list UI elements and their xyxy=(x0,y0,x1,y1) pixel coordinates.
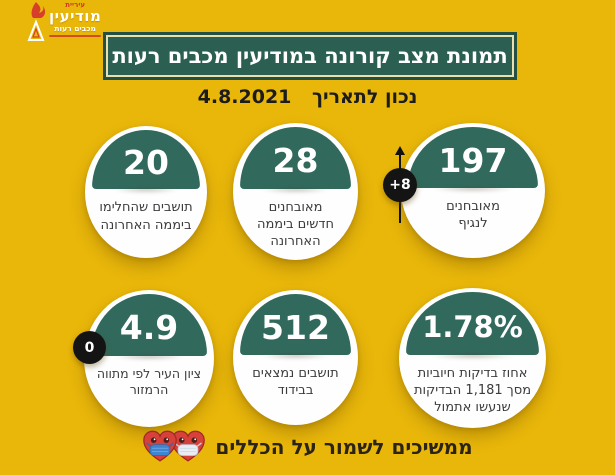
footer: ממשיכים לשמור על הכללים xyxy=(0,430,615,463)
masked-heart-white-icon xyxy=(171,430,206,462)
dome-shadow xyxy=(96,354,202,363)
stat-label: תושבים נמצאים בבידוד xyxy=(252,365,339,398)
stat-dome: 512 xyxy=(240,294,351,355)
stat-value: 28 xyxy=(272,141,319,181)
stat-label: מאובחנים חדשים ביממה האחרונה xyxy=(256,199,335,249)
dome-shadow xyxy=(413,186,533,195)
dome-shadow xyxy=(245,353,346,362)
logo-city-name: מודיעין xyxy=(49,7,102,25)
stat-value: 4.9 xyxy=(119,308,179,348)
masked-hearts-icons xyxy=(142,430,206,463)
stat-value: 1.78% xyxy=(422,309,523,344)
footer-message: ממשיכים לשמור על הכללים xyxy=(215,434,473,459)
stat-value: 512 xyxy=(261,307,330,347)
date-label: נכון לתאריך xyxy=(312,86,418,108)
stat-value: 20 xyxy=(123,143,169,183)
title-banner: תמונת מצב קורונה במודיעין מכבים רעות xyxy=(106,35,514,77)
up-arrow-icon xyxy=(395,146,405,155)
stat-dome: 197 xyxy=(408,127,538,188)
stat-dome: 20 xyxy=(92,130,200,190)
dome-shadow xyxy=(97,188,195,197)
stat-label: ציון העיר לפי מתווה הרמזור xyxy=(96,365,202,398)
masked-heart-blue-icon xyxy=(143,430,178,462)
stat-circle-positive-rate: 1.78% אחוז בדיקות חיוביות מסך 1,181 הבדי… xyxy=(399,288,546,428)
municipality-logo-text: עיריית מודיעין מכבים רעות xyxy=(49,0,102,37)
stat-value: 197 xyxy=(438,140,508,180)
change-value-badge: +8 xyxy=(383,168,417,202)
stat-label: אחוז בדיקות חיוביות מסך 1,181 הבדיקות שנ… xyxy=(413,366,532,416)
stat-dome: 28 xyxy=(240,127,351,189)
stat-circle-new-cases: 28 מאובחנים חדשים ביממה האחרונה xyxy=(233,123,358,260)
municipality-logo: עיריית מודיעין מכבים רעות xyxy=(25,0,102,44)
active-cases-change-badge: +8 xyxy=(383,146,417,226)
logo-municipality-word: עיריית xyxy=(65,1,86,9)
dome-shadow xyxy=(245,187,346,196)
dome-shadow xyxy=(411,354,534,362)
date-row: נכון לתאריך 4.8.2021 xyxy=(0,86,615,108)
page-title: תמונת מצב קורונה במודיעין מכבים רעות xyxy=(112,44,508,68)
date-value: 4.8.2021 xyxy=(197,86,292,108)
city-score-change-badge: 0 xyxy=(73,331,106,364)
stat-circle-city-score: 4.9 ציון העיר לפי מתווה הרמזור xyxy=(84,290,214,427)
stat-label: תושבים שהחלימו ביממה האחרונה xyxy=(99,200,193,233)
stat-circle-active-cases: 197 מאובחנים לנגיף xyxy=(401,123,545,258)
stat-circle-recovered: 20 תושבים שהחלימו ביממה האחרונה xyxy=(85,126,207,258)
stat-circle-isolation: 512 תושבים נמצאים בבידוד xyxy=(233,290,358,425)
stat-dome: 4.9 xyxy=(91,294,207,356)
stat-label: מאובחנים לנגיף xyxy=(446,198,500,231)
stat-dome: 1.78% xyxy=(406,292,539,355)
flame-triangle-logo-icon xyxy=(27,2,46,41)
logo-divider-line xyxy=(49,35,102,37)
logo-sub-name: מכבים רעות xyxy=(54,23,96,33)
